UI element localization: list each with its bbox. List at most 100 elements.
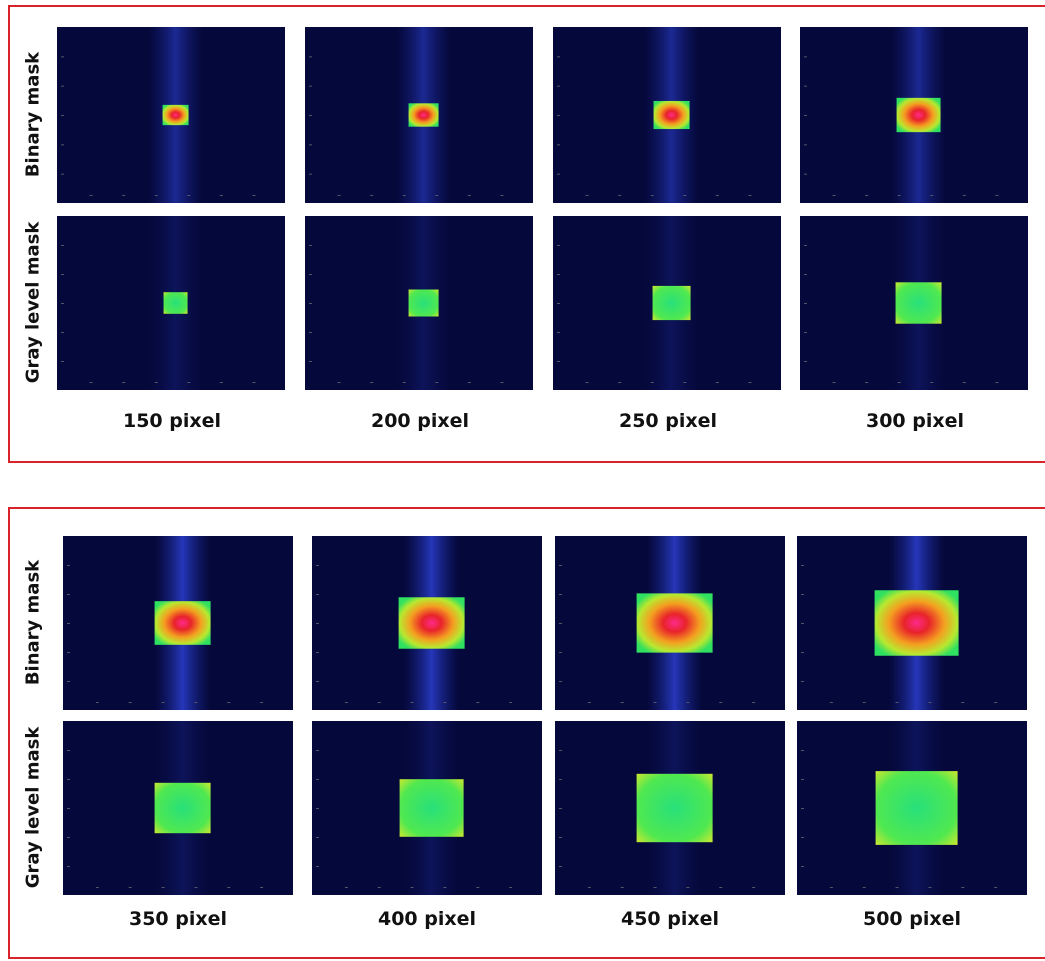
- column-label: 250 pixel: [553, 410, 783, 432]
- axis-tick: [162, 887, 165, 888]
- axis-tick: [752, 887, 755, 888]
- axis-tick: [252, 382, 255, 383]
- axis-tick: [961, 887, 964, 888]
- axis-tick: [559, 808, 562, 809]
- axis-tick: [863, 702, 866, 703]
- column-label: 500 pixel: [797, 908, 1027, 930]
- axis-tick: [90, 195, 93, 196]
- axis-tick: [621, 702, 624, 703]
- axis-tick: [378, 702, 381, 703]
- axis-tick: [865, 195, 868, 196]
- axis-tick: [588, 702, 591, 703]
- axis-tick: [476, 887, 479, 888]
- axis-tick: [898, 382, 901, 383]
- axis-tick: [194, 887, 197, 888]
- axis-tick: [865, 382, 868, 383]
- axis-tick: [61, 303, 64, 304]
- axis-tick: [559, 779, 562, 780]
- axis-tick: [651, 195, 654, 196]
- mask-image: [305, 27, 533, 203]
- axis-tick: [316, 779, 319, 780]
- column-label: 150 pixel: [57, 410, 287, 432]
- axis-tick: [830, 887, 833, 888]
- axis-tick: [830, 702, 833, 703]
- axis-tick: [686, 887, 689, 888]
- axis-tick: [716, 195, 719, 196]
- axis-tick: [994, 702, 997, 703]
- axis-tick: [309, 56, 312, 57]
- axis-tick: [963, 195, 966, 196]
- axis-tick: [227, 887, 230, 888]
- axis-tick: [801, 837, 804, 838]
- axis-tick: [500, 195, 503, 196]
- mask-image: [57, 27, 285, 203]
- axis-tick: [370, 195, 373, 196]
- axis-tick: [509, 887, 512, 888]
- axis-tick: [586, 195, 589, 196]
- axis-tick: [155, 195, 158, 196]
- axis-tick: [67, 652, 70, 653]
- axis-tick: [67, 837, 70, 838]
- axis-tick: [411, 887, 414, 888]
- axis-tick: [963, 382, 966, 383]
- axis-tick: [752, 702, 755, 703]
- mask-square: [409, 103, 439, 126]
- axis-tick: [155, 382, 158, 383]
- axis-tick: [586, 382, 589, 383]
- axis-tick: [559, 681, 562, 682]
- axis-tick: [61, 56, 64, 57]
- axis-tick: [804, 303, 807, 304]
- column-label: 400 pixel: [312, 908, 542, 930]
- axis-tick: [316, 594, 319, 595]
- axis-tick: [557, 174, 560, 175]
- axis-tick: [309, 332, 312, 333]
- axis-tick: [618, 382, 621, 383]
- column-label: 300 pixel: [800, 410, 1030, 432]
- mask-square: [409, 290, 439, 317]
- axis-tick: [220, 195, 223, 196]
- axis-tick: [345, 887, 348, 888]
- axis-tick: [995, 382, 998, 383]
- mask-square: [897, 98, 941, 132]
- row-label: Gray level mask: [23, 720, 44, 896]
- axis-tick: [801, 808, 804, 809]
- mask-square: [400, 779, 464, 837]
- axis-tick: [67, 623, 70, 624]
- mask-square: [654, 101, 690, 129]
- mask-image: [555, 721, 785, 895]
- axis-tick: [316, 681, 319, 682]
- column-label: 200 pixel: [305, 410, 535, 432]
- axis-tick: [309, 303, 312, 304]
- axis-tick: [67, 594, 70, 595]
- axis-tick: [316, 565, 319, 566]
- axis-tick: [122, 382, 125, 383]
- axis-tick: [559, 837, 562, 838]
- axis-tick: [559, 866, 562, 867]
- mask-square: [875, 590, 959, 656]
- axis-tick: [67, 750, 70, 751]
- axis-tick: [309, 115, 312, 116]
- axis-tick: [654, 702, 657, 703]
- axis-tick: [61, 361, 64, 362]
- axis-tick: [686, 702, 689, 703]
- axis-tick: [309, 174, 312, 175]
- mask-square: [155, 601, 211, 645]
- axis-tick: [338, 195, 341, 196]
- axis-tick: [961, 702, 964, 703]
- axis-tick: [61, 274, 64, 275]
- axis-tick: [804, 332, 807, 333]
- axis-tick: [468, 195, 471, 196]
- axis-tick: [67, 808, 70, 809]
- mask-image: [800, 216, 1028, 390]
- axis-tick: [804, 56, 807, 57]
- mask-image: [63, 721, 293, 895]
- axis-tick: [801, 623, 804, 624]
- axis-tick: [683, 195, 686, 196]
- axis-tick: [509, 702, 512, 703]
- axis-tick: [995, 195, 998, 196]
- axis-tick: [309, 144, 312, 145]
- axis-tick: [801, 750, 804, 751]
- axis-tick: [61, 245, 64, 246]
- axis-tick: [67, 866, 70, 867]
- axis-tick: [252, 195, 255, 196]
